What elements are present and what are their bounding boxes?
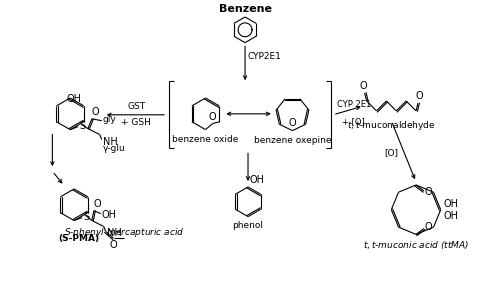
Text: O: O (92, 107, 100, 117)
Text: CYP 2E1: CYP 2E1 (336, 100, 371, 109)
Text: $t,t$‑muconic acid (ttMA): $t,t$‑muconic acid (ttMA) (363, 239, 470, 251)
Text: CYP2E1: CYP2E1 (247, 52, 281, 61)
Text: γ-glu: γ-glu (103, 144, 126, 154)
Text: O: O (360, 81, 368, 91)
Text: benzene oxide: benzene oxide (172, 135, 238, 144)
Text: O: O (208, 112, 216, 122)
Text: OH: OH (444, 199, 458, 209)
Text: + GSH: + GSH (122, 118, 152, 127)
Text: O: O (425, 222, 432, 232)
Text: + [O]: + [O] (342, 117, 365, 126)
Text: O: O (110, 240, 118, 250)
Text: O: O (288, 118, 296, 128)
Text: OH: OH (249, 175, 264, 185)
Text: GST: GST (128, 102, 146, 111)
Text: OH: OH (444, 211, 458, 221)
Text: NH: NH (106, 228, 122, 238)
Text: benzene oxepine: benzene oxepine (254, 135, 331, 144)
Text: (S-PMA): (S-PMA) (58, 234, 100, 244)
Text: $t,t$‑muconaldehyde: $t,t$‑muconaldehyde (347, 119, 436, 132)
Text: S: S (79, 121, 85, 131)
Text: OH: OH (67, 94, 82, 104)
Text: S: S (83, 212, 89, 222)
Text: O: O (425, 187, 432, 197)
Text: Benzene: Benzene (218, 4, 272, 14)
Text: [O]: [O] (384, 148, 398, 157)
Text: O: O (415, 91, 423, 101)
Text: $S$-phenyl mercapturic acid: $S$-phenyl mercapturic acid (64, 226, 184, 240)
Text: OH: OH (102, 209, 117, 220)
Text: O: O (94, 199, 102, 209)
Text: gly: gly (103, 115, 117, 124)
Text: NH: NH (103, 137, 118, 147)
Text: phenol: phenol (232, 221, 264, 230)
